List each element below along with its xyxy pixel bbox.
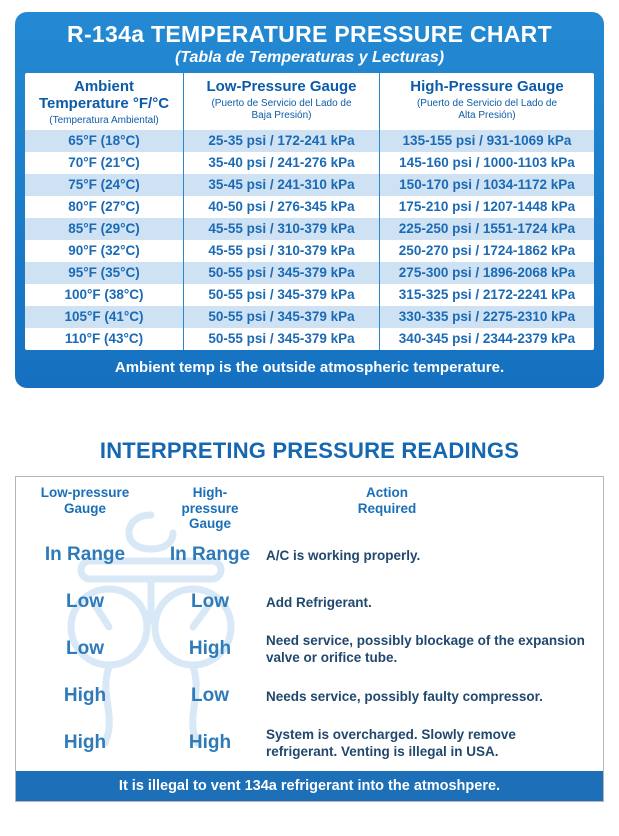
col-low-gauge-header: Low-pressure Gauge <box>16 485 154 532</box>
interpretation-row: High High System is overcharged. Slowly … <box>16 720 603 767</box>
table-row: 100°F (38°C) 50-55 psi / 345-379 kPa 315… <box>25 284 594 307</box>
low-pressure-cell: 40-50 psi / 276-345 kPa <box>183 196 379 219</box>
ambient-temp-note: Ambient temp is the outside atmospheric … <box>114 359 505 377</box>
temp-cell: 85°F (29°C) <box>68 221 140 237</box>
chart-title: R-134a TEMPERATURE PRESSURE CHART <box>67 21 552 47</box>
interpretation-header: Low-pressure Gauge High-pressure Gauge A… <box>16 477 603 532</box>
high-pressure-cell: 145-160 psi / 1000-1103 kPa <box>379 152 594 175</box>
action-text: System is overcharged. Slowly remove ref… <box>266 726 516 760</box>
high-pressure-cell: 150-170 psi / 1034-1172 kPa <box>379 174 594 197</box>
table-row: 70°F (21°C) 35-40 psi / 241-276 kPa 145-… <box>25 152 594 175</box>
temp-cell: 110°F (43°C) <box>64 331 144 347</box>
interpretation-row: Low Low Add Refrigerant. <box>16 579 603 626</box>
interpretation-card: Low-pressure Gauge High-pressure Gauge A… <box>15 476 604 802</box>
col-low-label: Low-Pressure Gauge <box>206 78 357 95</box>
low-pressure-cell: 45-55 psi / 310-379 kPa <box>183 240 379 263</box>
col-high-gauge-header: High-pressure Gauge <box>154 485 266 532</box>
low-pressure-cell: 50-55 psi / 345-379 kPa <box>183 306 379 329</box>
col-action-label: Action Required <box>357 485 417 516</box>
low-pressure-cell: 50-55 psi / 345-379 kPa <box>183 262 379 285</box>
action-text: Need service, possibly blockage of the e… <box>266 632 585 666</box>
col-high-sublabel: (Puerto de Servicio del Lado de Alta Pre… <box>416 97 558 121</box>
temp-cell: 95°F (35°C) <box>68 265 140 281</box>
table-row: 75°F (24°C) 35-45 psi / 241-310 kPa 150-… <box>25 174 594 197</box>
col-ambient-sublabel: (Temperatura Ambiental) <box>49 114 159 126</box>
temp-cell: 105°F (41°C) <box>64 309 144 325</box>
table-row: 105°F (41°C) 50-55 psi / 345-379 kPa 330… <box>25 306 594 329</box>
high-gauge-value: High <box>188 732 232 754</box>
action-text: A/C is working properly. <box>266 547 421 563</box>
chart-subtitle: (Tabla de Temperaturas y Lecturas) <box>174 49 445 66</box>
interpretation-row: Low High Need service, possibly blockage… <box>16 626 603 673</box>
table-row: 85°F (29°C) 45-55 psi / 310-379 kPa 225-… <box>25 218 594 241</box>
high-pressure-cell: 175-210 psi / 1207-1448 kPa <box>379 196 594 219</box>
pressure-table-header: Ambient Temperature °F/°C (Temperatura A… <box>25 73 594 131</box>
high-pressure-cell: 315-325 psi / 2172-2241 kPa <box>379 284 594 307</box>
low-pressure-cell: 50-55 psi / 345-379 kPa <box>183 328 379 351</box>
temp-cell: 70°F (21°C) <box>68 155 140 171</box>
table-row: 65°F (18°C) 25-35 psi / 172-241 kPa 135-… <box>25 130 594 153</box>
temp-cell: 90°F (32°C) <box>68 243 140 259</box>
high-gauge-value: High <box>188 638 232 660</box>
col-ambient-label-line2: Temperature °F/°C <box>38 94 170 112</box>
action-text: Needs service, possibly faulty compresso… <box>266 688 543 704</box>
page: R-134a TEMPERATURE PRESSURE CHART (Tabla… <box>0 12 619 802</box>
temp-cell: 65°F (18°C) <box>68 133 140 149</box>
temp-cell: 75°F (24°C) <box>68 177 140 193</box>
high-pressure-cell: 330-335 psi / 2275-2310 kPa <box>379 306 594 329</box>
col-low-gauge-label: Low-pressure Gauge <box>40 485 130 516</box>
pressure-table: Ambient Temperature °F/°C (Temperatura A… <box>25 73 594 351</box>
low-pressure-cell: 35-45 psi / 241-310 kPa <box>183 174 379 197</box>
high-pressure-cell: 135-155 psi / 931-1069 kPa <box>379 130 594 153</box>
low-gauge-value: Low <box>66 638 104 660</box>
manifold-gauge-watermark-icon <box>67 511 235 747</box>
low-pressure-cell: 50-55 psi / 345-379 kPa <box>183 284 379 307</box>
low-gauge-value: High <box>63 732 107 754</box>
col-high-pressure: High-Pressure Gauge (Puerto de Servicio … <box>379 73 594 131</box>
pressure-chart-card: R-134a TEMPERATURE PRESSURE CHART (Tabla… <box>15 12 604 389</box>
col-low-pressure: Low-Pressure Gauge (Puerto de Servicio d… <box>183 73 379 131</box>
col-low-sublabel: (Puerto de Servicio del Lado de Baja Pre… <box>211 97 352 121</box>
high-gauge-value: Low <box>191 685 229 707</box>
col-ambient-temp: Ambient Temperature °F/°C (Temperatura A… <box>25 73 183 130</box>
high-pressure-cell: 340-345 psi / 2344-2379 kPa <box>379 328 594 351</box>
temp-cell: 100°F (38°C) <box>64 287 144 303</box>
temp-cell: 80°F (27°C) <box>68 199 140 215</box>
high-gauge-value: In Range <box>169 544 251 566</box>
low-gauge-value: Low <box>66 591 104 613</box>
table-row: 90°F (32°C) 45-55 psi / 310-379 kPa 250-… <box>25 240 594 263</box>
table-row: 95°F (35°C) 50-55 psi / 345-379 kPa 275-… <box>25 262 594 285</box>
col-high-label: High-Pressure Gauge <box>410 78 564 95</box>
interpretation-row: In Range In Range A/C is working properl… <box>16 532 603 579</box>
high-pressure-cell: 275-300 psi / 1896-2068 kPa <box>379 262 594 285</box>
low-pressure-cell: 25-35 psi / 172-241 kPa <box>183 130 379 153</box>
col-high-gauge-label: High-pressure Gauge <box>181 485 239 532</box>
table-row: 80°F (27°C) 40-50 psi / 276-345 kPa 175-… <box>25 196 594 219</box>
col-action-header: Action Required <box>266 485 603 532</box>
interpretation-heading: INTERPRETING PRESSURE READINGS <box>99 438 520 464</box>
action-text: Add Refrigerant. <box>266 594 372 610</box>
low-gauge-value: In Range <box>44 544 126 566</box>
col-ambient-label-line1: Ambient <box>74 78 134 95</box>
table-row: 110°F (43°C) 50-55 psi / 345-379 kPa 340… <box>25 328 594 351</box>
low-gauge-value: High <box>63 685 107 707</box>
high-pressure-cell: 250-270 psi / 1724-1862 kPa <box>379 240 594 263</box>
low-pressure-cell: 35-40 psi / 241-276 kPa <box>183 152 379 175</box>
venting-illegal-banner: It is illegal to vent 134a refrigerant i… <box>16 770 603 801</box>
high-pressure-cell: 225-250 psi / 1551-1724 kPa <box>379 218 594 241</box>
low-pressure-cell: 45-55 psi / 310-379 kPa <box>183 218 379 241</box>
high-gauge-value: Low <box>191 591 229 613</box>
interpretation-row: High Low Needs service, possibly faulty … <box>16 673 603 720</box>
